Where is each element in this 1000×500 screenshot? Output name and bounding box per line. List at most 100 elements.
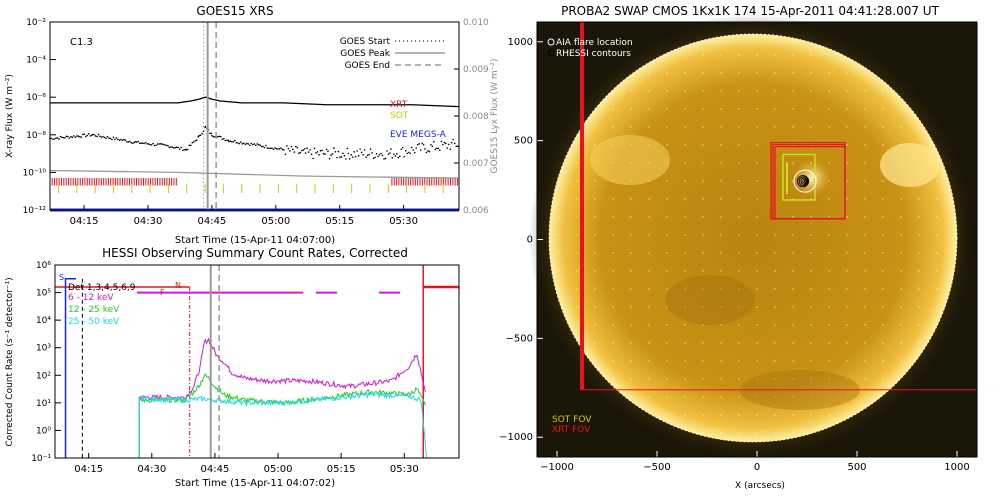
- swap-xtick-label-2: 0: [754, 462, 760, 473]
- goes-short-point: [256, 143, 259, 145]
- hessi-ytick-label-2: 10⁴: [36, 316, 51, 326]
- goes-short-point: [94, 135, 97, 137]
- goes-short-point: [404, 149, 407, 152]
- label-sot: SOT: [390, 111, 409, 121]
- goes-short-point: [172, 147, 175, 149]
- legend-6-12-kev: 6 - 12 keV: [68, 293, 114, 303]
- goes-short-point: [271, 147, 273, 150]
- goes-short-point: [153, 144, 156, 147]
- goes-short-point: [319, 149, 322, 152]
- goes-short-point: [345, 158, 347, 160]
- goes-short-point: [406, 152, 409, 155]
- goes-short-point: [227, 139, 230, 142]
- goes-short-point: [212, 135, 215, 138]
- goes-short-point: [272, 148, 275, 151]
- goes-short-point: [209, 132, 211, 135]
- goes-xtick-label-1: 04:30: [134, 216, 163, 227]
- goes-short-point: [434, 148, 437, 151]
- goes-short-point: [281, 148, 284, 151]
- goes-short-point: [431, 145, 434, 147]
- goes-short-point: [161, 143, 163, 145]
- goes-short-point: [250, 142, 253, 145]
- goes-short-point: [325, 148, 328, 151]
- goes-short-point: [58, 138, 60, 140]
- goes-short-point: [343, 154, 346, 157]
- goes-ylabel: X-ray Flux (W m⁻²): [5, 74, 15, 158]
- goes-short-point: [425, 151, 428, 154]
- goes-short-point: [89, 135, 92, 137]
- label-eve-megs-a: EVE MEGS-A: [390, 130, 447, 140]
- goes-short-point: [53, 138, 56, 140]
- goes-short-point: [62, 136, 65, 139]
- goes-short-point: [246, 142, 248, 145]
- hessi-xtick-label-0: 04:15: [74, 464, 103, 475]
- goes-short-point: [141, 142, 144, 144]
- hessi-xtick-label-4: 05:15: [327, 464, 356, 475]
- goes-short-point: [339, 156, 341, 159]
- goes-short-point: [168, 146, 171, 149]
- goes-short-point: [398, 155, 401, 158]
- goes-xtick-label-3: 05:00: [261, 216, 290, 227]
- goes-short-point: [298, 152, 300, 155]
- goes-short-point: [300, 149, 303, 152]
- goes-short-point: [330, 154, 332, 156]
- goes-short-point: [70, 135, 72, 138]
- goes-short-point: [363, 149, 366, 151]
- goes-short-point: [234, 139, 236, 142]
- goes-short-point: [253, 143, 256, 145]
- goes-short-point: [318, 154, 320, 156]
- goes-short-point: [114, 138, 116, 141]
- goes-short-point: [324, 153, 326, 156]
- goes-short-point: [83, 133, 86, 136]
- swap-xtick-label-1: −500: [643, 462, 670, 473]
- goes-short-point: [383, 158, 385, 160]
- goes-short-point: [201, 132, 203, 135]
- goes-short-point: [61, 136, 63, 139]
- rhessi-contour-0: [796, 175, 810, 188]
- legend-goes-start: GOES Start: [340, 37, 391, 47]
- legend-goes-end: GOES End: [345, 61, 390, 71]
- goes-short-point: [286, 144, 288, 147]
- goes-short-point: [440, 140, 443, 143]
- goes-short-point: [211, 134, 213, 137]
- goes-short-point: [91, 133, 94, 136]
- goes-short-point: [331, 153, 334, 155]
- goes-short-point: [102, 135, 104, 138]
- swap-ytick-label-0: 1000: [508, 37, 533, 48]
- goes-short-point: [259, 144, 262, 147]
- goes-short-point: [185, 149, 188, 151]
- goes-ylabel-right: GOES15 Lyx Flux (W m⁻²): [490, 59, 500, 174]
- goes-short-point: [428, 150, 431, 153]
- goes-short-point: [229, 140, 232, 142]
- goes-short-point: [269, 147, 272, 150]
- goes-short-point: [353, 151, 355, 153]
- goes-short-point: [100, 136, 103, 138]
- goes-xtick-label-4: 05:15: [325, 216, 354, 227]
- flag-n: N: [175, 281, 181, 290]
- goes-ytick-label-5: 10⁻¹²: [23, 206, 47, 216]
- hessi-xtick-label-2: 04:45: [201, 464, 230, 475]
- goes-short-point: [303, 147, 306, 150]
- goes-short-point: [221, 138, 224, 141]
- goes-short-point: [334, 151, 337, 153]
- goes-short-point: [289, 150, 291, 152]
- goes-short-point: [149, 143, 151, 146]
- goes-short-point: [74, 136, 77, 139]
- swap-xlabel: X (arcsecs): [735, 481, 785, 491]
- solar-texture: [549, 34, 957, 442]
- goes-short-point: [214, 136, 216, 138]
- goes-short-point: [403, 155, 406, 158]
- legend-aia-symbol: [547, 38, 555, 46]
- goes-short-point: [244, 143, 247, 146]
- hessi-xtick-label-1: 04:30: [137, 464, 166, 475]
- goes-short-point: [135, 141, 138, 143]
- goes-short-point: [421, 142, 423, 145]
- goes-short-point: [55, 137, 57, 139]
- goes-ytick-label-2: 10⁻⁶: [26, 93, 46, 103]
- goes-short-point: [265, 144, 267, 147]
- goes-ytick-label-0: 10⁻²: [26, 18, 46, 28]
- goes-short-point: [169, 146, 172, 148]
- goes-short-point: [127, 141, 130, 143]
- goes-short-point: [306, 147, 308, 149]
